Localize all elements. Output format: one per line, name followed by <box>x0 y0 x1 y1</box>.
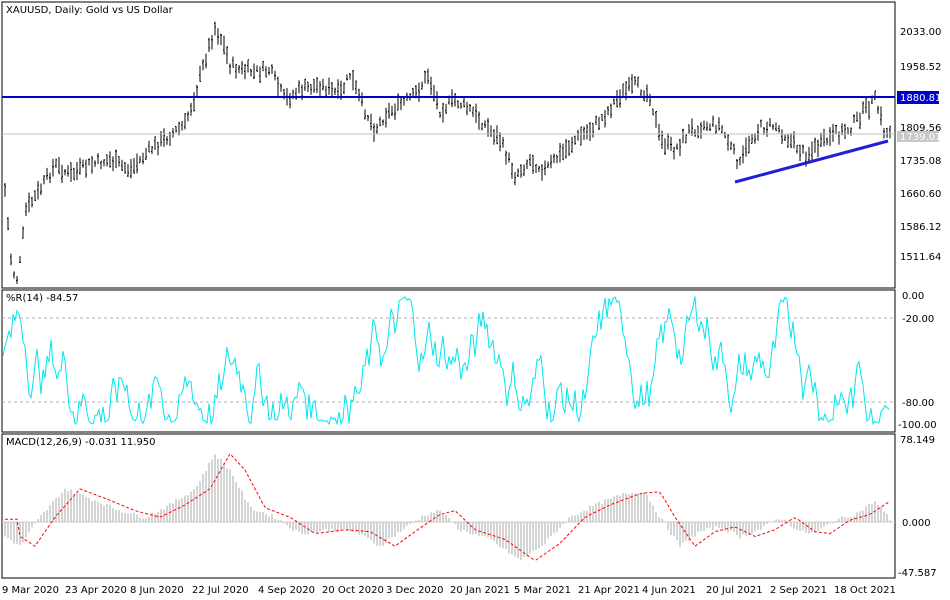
macd-histogram <box>4 454 891 560</box>
wpr-series <box>2 296 890 426</box>
wpr-axis: 0.00 -20.00 -80.00 -100.00 <box>898 291 937 431</box>
wpr-tick: -80.00 <box>902 398 934 409</box>
macd-tick: 0.000 <box>902 518 931 529</box>
time-tick: 2 Sep 2021 <box>770 585 827 596</box>
price-panel <box>1 1 896 289</box>
hline-price-tag <box>897 91 939 104</box>
price-tick: 1586.12 <box>900 222 941 233</box>
time-axis: 9 Mar 2020 23 Apr 2020 8 Jun 2020 22 Jul 20… <box>2 585 896 596</box>
macd-panel <box>1 433 896 579</box>
wpr-tick: -20.00 <box>902 314 934 325</box>
wpr-line <box>2 296 890 426</box>
time-tick: 23 Apr 2020 <box>65 585 127 596</box>
macd-tick: 78.149 <box>900 435 935 446</box>
last-price-tag <box>897 131 939 142</box>
macd-signal-line <box>5 452 891 561</box>
macd-tick: -47.587 <box>898 568 937 579</box>
support-trendline[interactable] <box>734 139 889 184</box>
time-tick: 4 Jun 2021 <box>642 585 696 596</box>
time-tick: 22 Jul 2020 <box>192 585 249 596</box>
time-tick: 8 Jun 2020 <box>130 585 184 596</box>
price-tick: 1958.52 <box>900 62 941 73</box>
price-tick: 1809.56 <box>900 123 941 134</box>
time-tick: 3 Dec 2020 <box>386 585 444 596</box>
time-tick: 20 Oct 2020 <box>322 585 384 596</box>
time-tick: 18 Oct 2021 <box>834 585 896 596</box>
time-tick: 21 Apr 2021 <box>578 585 640 596</box>
wpr-tick: 0.00 <box>902 291 924 302</box>
hline-price-label: 1880.81 <box>900 93 941 104</box>
macd-signal-series <box>5 452 891 561</box>
price-tick: 1660.60 <box>900 189 941 200</box>
time-tick: 9 Mar 2020 <box>2 585 59 596</box>
price-title: XAUUSD, Daily: Gold vs US Dollar <box>6 5 174 16</box>
macd-axis: 78.149 0.000 -47.587 <box>898 435 937 579</box>
last-price-label: 1739.01 <box>900 132 941 143</box>
time-tick: 20 Jan 2021 <box>450 585 510 596</box>
time-tick: 20 Jul 2021 <box>706 585 763 596</box>
price-tick: 1735.08 <box>900 156 941 167</box>
price-axis: 2033.00 1958.52 1880.81 1809.56 1739.01 … <box>897 27 941 263</box>
wpr-title: %R(14) -84.57 <box>6 293 78 304</box>
time-tick: 4 Sep 2020 <box>258 585 315 596</box>
time-tick: 5 Mar 2021 <box>514 585 571 596</box>
price-tick: 1511.64 <box>900 252 941 263</box>
wpr-tick: -100.00 <box>898 420 937 431</box>
macd-title: MACD(12,26,9) -0.031 11.950 <box>6 437 156 448</box>
price-tick: 2033.00 <box>900 27 941 38</box>
